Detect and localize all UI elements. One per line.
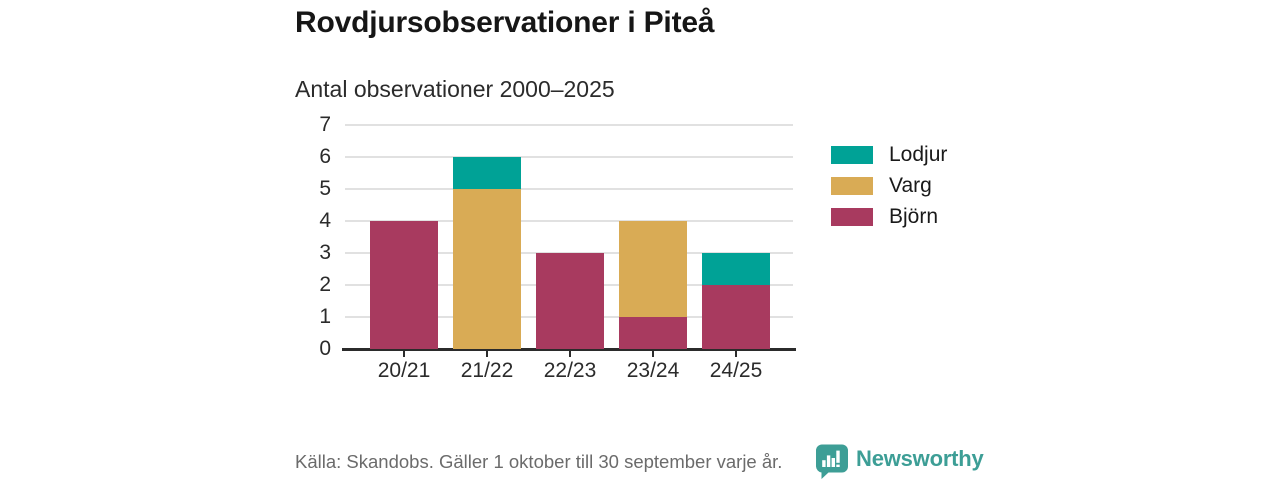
gridline-y7 [345,124,793,126]
y-tick-label: 4 [319,209,331,232]
source-note: Källa: Skandobs. Gäller 1 oktober till 3… [295,451,783,472]
bar-segment-bjorn [536,253,604,349]
x-tick [403,350,405,357]
x-tick [569,350,571,357]
x-tick-label: 22/23 [543,359,597,382]
chart-subtitle: Antal observationer 2000–2025 [295,76,615,102]
y-tick-label: 2 [319,273,331,296]
bar-21-22 [453,125,521,349]
x-tick-label: 20/21 [377,359,431,382]
newsworthy-bar-chart-bubble-icon [816,444,848,479]
legend-label: Lodjur [889,143,948,166]
bar-22-23 [536,125,604,349]
x-tick [486,350,488,357]
bar-segment-bjorn [702,285,770,349]
y-tick-label: 6 [319,145,331,168]
gridline-y6 [345,156,793,158]
x-tick-label: 23/24 [626,359,680,382]
legend-item-varg: Varg [831,174,947,197]
x-axis-line [342,347,796,351]
legend-item-lodjur: Lodjur [831,143,948,166]
y-tick-label: 1 [319,305,331,328]
legend: Lodjur Varg Björn [831,143,948,239]
bar-segment-varg [453,189,521,349]
bar-23-24 [619,125,687,349]
y-tick-label: 7 [319,113,331,136]
x-tick [652,350,654,357]
legend-swatch [831,146,873,164]
legend-swatch [831,177,873,195]
bar-24-25 [702,125,770,349]
bar-segment-varg [619,221,687,317]
legend-label: Varg [889,174,932,197]
legend-label: Björn [889,205,939,228]
y-tick-label: 0 [319,337,331,360]
x-tick-label: 21/22 [460,359,514,382]
legend-item-bjorn: Björn [831,205,947,228]
bar-segment-bjorn [370,221,438,349]
newsworthy-brand-link[interactable]: Newsworthy [815,444,984,479]
y-tick-label: 5 [319,177,331,200]
brand-name: Newsworthy [856,446,984,471]
chart-title: Rovdjursobservationer i Piteå [295,6,715,39]
bar-20-21 [370,125,438,349]
bar-segment-bjorn [619,317,687,349]
bar-segment-lodjur [453,157,521,189]
y-tick-label: 3 [319,241,331,264]
gridline-y5 [345,188,793,190]
x-tick [735,350,737,357]
legend-swatch [831,208,873,226]
bar-segment-lodjur [702,253,770,285]
gridline-y4 [345,220,793,222]
plot-area: 0 1 2 3 4 5 6 7 20/21 21/22 22/23 23/24 24/25 [319,113,796,382]
x-tick-label: 24/25 [709,359,763,382]
